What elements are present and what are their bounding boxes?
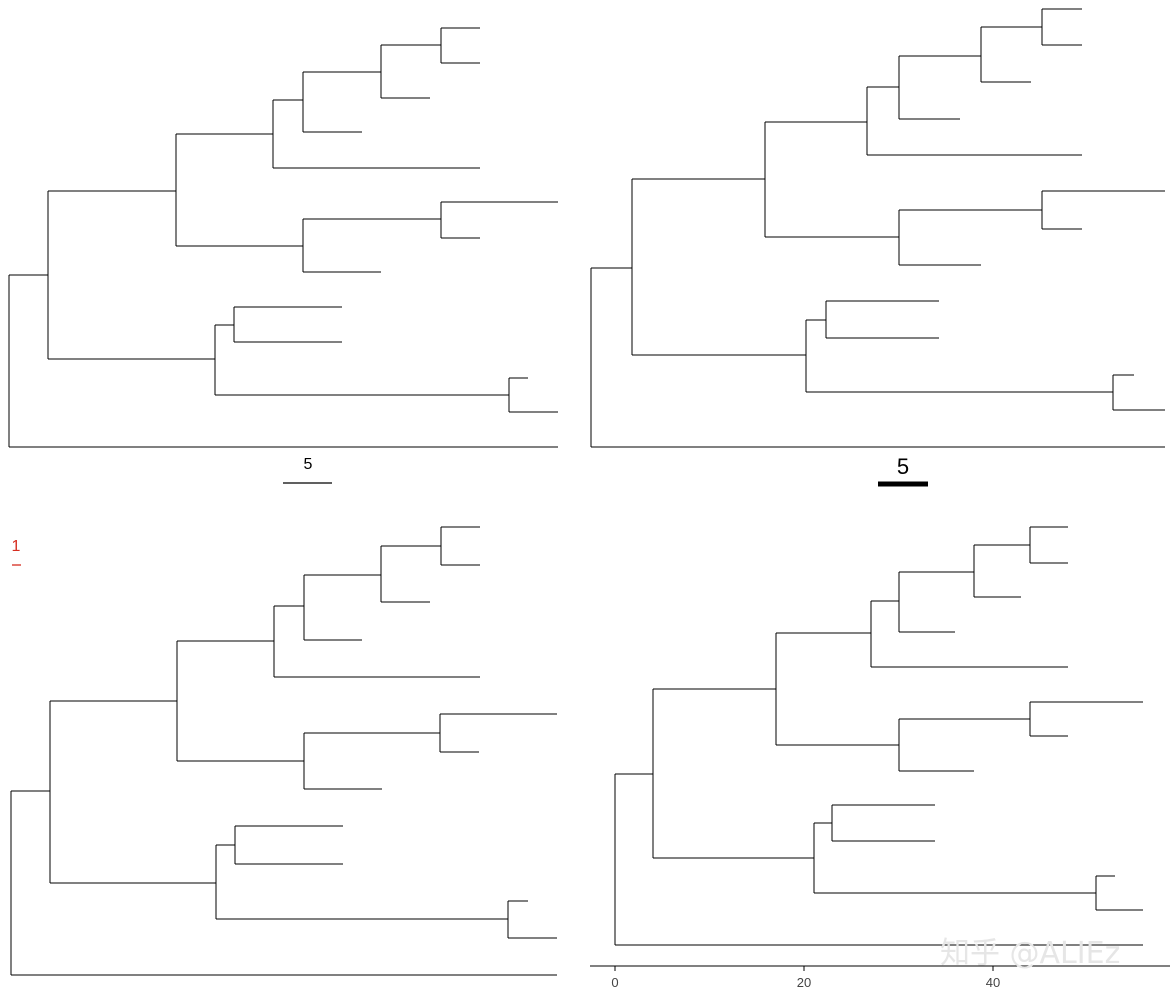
- branch: [614, 526, 1143, 946]
- scale-bar-label: 5: [304, 456, 313, 473]
- tree-bottom-right: 0 20 40: [590, 526, 1170, 990]
- tree-top-left: 5: [8, 27, 558, 484]
- watermark: 知乎 @ALIEz: [940, 936, 1120, 971]
- x-axis-tick-label: 0: [611, 975, 618, 990]
- tree-bottom-left: 1: [10, 526, 557, 976]
- x-axis-tick-label: 40: [986, 975, 1000, 990]
- branch: [8, 27, 558, 448]
- tree-top-right: 5: [590, 8, 1165, 487]
- branch: [590, 8, 1165, 448]
- scale-bar-label: 5: [897, 454, 909, 479]
- x-axis-tick-label: 20: [797, 975, 811, 990]
- scale-bar-label: 1: [12, 538, 21, 555]
- branch: [10, 526, 557, 976]
